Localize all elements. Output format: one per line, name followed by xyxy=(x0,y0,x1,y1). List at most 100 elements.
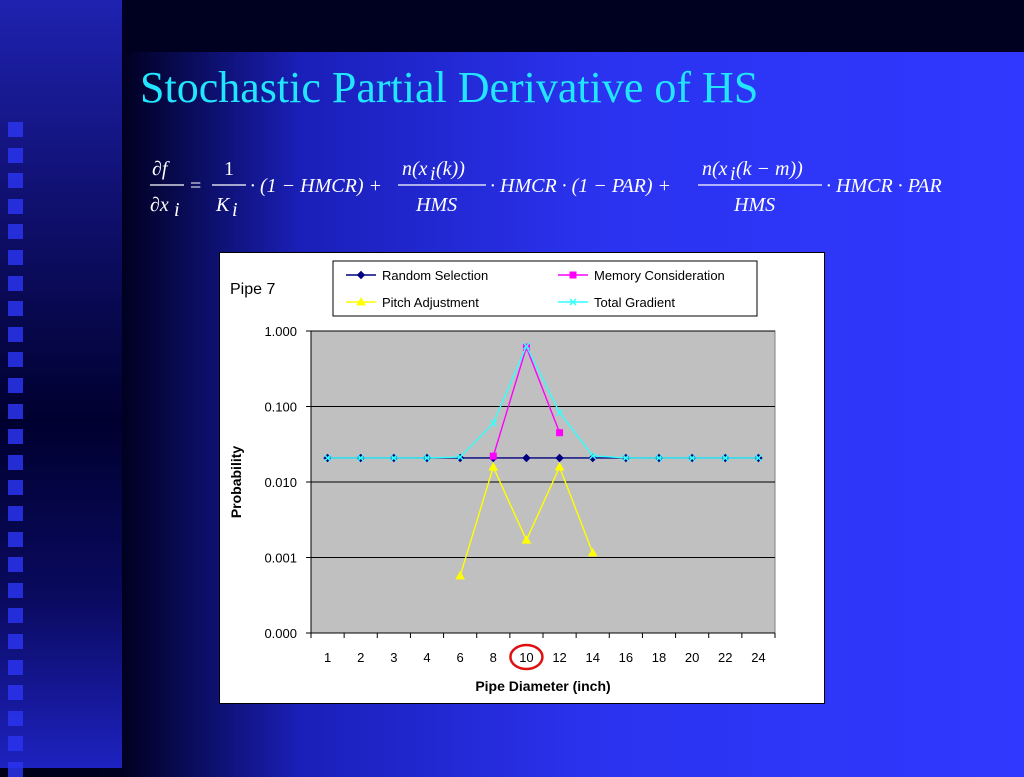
data-point-total-gradient xyxy=(589,452,597,460)
data-point-total-gradient xyxy=(456,453,464,461)
formula-t2-numerator-tail: (k)) xyxy=(436,158,465,180)
data-point-total-gradient xyxy=(489,419,497,427)
decor-square xyxy=(8,224,23,240)
formula-t1-factor: · (1 − HMCR) + xyxy=(250,175,382,197)
data-point-total-gradient xyxy=(556,409,564,417)
x-tick-label: 4 xyxy=(423,650,430,665)
legend-label: Total Gradient xyxy=(594,295,675,310)
decor-square xyxy=(8,531,23,547)
data-point-pitch-adjustment xyxy=(521,535,532,544)
decor-square xyxy=(8,198,23,214)
decor-square xyxy=(8,736,23,752)
decor-square xyxy=(8,634,23,649)
formula-t2-numerator: n(x xyxy=(402,158,428,180)
y-tick-label: 0.001 xyxy=(264,551,297,566)
decor-square xyxy=(8,608,23,624)
formula-t3-numerator-tail: (k − m)) xyxy=(736,158,803,180)
x-tick-label: 1 xyxy=(324,650,331,665)
decor-square xyxy=(8,762,23,777)
decor-square xyxy=(8,403,23,419)
formula-t3-subscript: i xyxy=(730,163,736,185)
data-point-total-gradient xyxy=(754,454,762,462)
x-tick-label: 12 xyxy=(552,650,566,665)
legend-marker-total-gradient xyxy=(569,298,577,306)
x-tick-label: 2 xyxy=(357,650,364,665)
data-point-random-selection xyxy=(522,453,531,463)
decor-square xyxy=(8,685,23,701)
formula-t3-denominator: HMS xyxy=(733,194,775,216)
decor-square xyxy=(8,582,23,598)
x-tick-label: 10 xyxy=(519,650,533,665)
formula-t2-factor: · HMCR · (1 − PAR) + xyxy=(490,175,671,197)
x-tick-label: 6 xyxy=(457,650,464,665)
x-tick-label: 14 xyxy=(585,650,599,665)
legend-label: Random Selection xyxy=(382,268,488,283)
slide-title: Stochastic Partial Derivative of HS xyxy=(140,63,759,112)
legend-marker-pitch-adjustment xyxy=(356,296,366,306)
x-tick-label: 18 xyxy=(652,650,666,665)
formula-t2-denominator: HMS xyxy=(415,194,457,216)
data-point-pitch-adjustment xyxy=(554,461,565,471)
y-tick-label: 1.000 xyxy=(264,324,297,339)
data-point-pitch-adjustment xyxy=(455,570,466,580)
data-point-total-gradient xyxy=(522,342,530,350)
legend-marker-random-selection xyxy=(356,270,366,280)
legend-label: Pitch Adjustment xyxy=(382,295,479,310)
formula-t3-numerator: n(x xyxy=(702,158,728,180)
decor-square xyxy=(8,710,23,726)
formula-lhs-denominator: ∂x xyxy=(150,194,169,216)
x-axis-title: Pipe Diameter (inch) xyxy=(475,678,610,694)
decor-square xyxy=(8,454,23,470)
decor-square xyxy=(8,301,23,317)
y-tick-label: 0.100 xyxy=(264,400,297,415)
data-point-total-gradient xyxy=(324,454,332,462)
decor-square xyxy=(8,429,23,445)
decor-square xyxy=(8,147,23,163)
data-point-pitch-adjustment xyxy=(488,461,499,471)
decor-square xyxy=(8,506,23,521)
formula-t1-subscript: i xyxy=(232,199,238,221)
x-tick-label: 16 xyxy=(619,650,633,665)
data-point-total-gradient xyxy=(357,454,365,462)
chart-title: Pipe 7 xyxy=(230,281,275,298)
top-decor-band xyxy=(122,0,1024,52)
x-tick-label: 24 xyxy=(751,650,765,665)
series-line-total-gradient xyxy=(327,344,759,459)
formula-t1-denominator: K xyxy=(215,194,231,216)
data-point-total-gradient xyxy=(390,454,398,462)
highlight-circle xyxy=(509,643,544,671)
data-point-memory-consideration xyxy=(489,452,497,460)
data-point-random-selection xyxy=(555,453,564,463)
decor-square xyxy=(8,250,23,265)
decor-square xyxy=(8,480,23,496)
y-tick-label: 0.010 xyxy=(264,475,297,490)
chart-container: 1.000 0.100 0.010 0.001 0.000 1 2 3 4 6 8 10 12 14 16 1… xyxy=(219,252,825,704)
data-point-total-gradient xyxy=(655,454,663,462)
formula-t2-subscript: i xyxy=(430,163,436,185)
data-point-total-gradient xyxy=(688,454,696,462)
data-point-total-gradient xyxy=(721,454,729,462)
legend-label: Memory Consideration xyxy=(594,268,725,283)
formula-lhs-subscript: i xyxy=(174,199,180,221)
x-tick-label: 20 xyxy=(685,650,699,665)
data-point-total-gradient xyxy=(423,454,431,462)
data-point-memory-consideration xyxy=(556,429,564,437)
decor-square xyxy=(8,352,23,368)
decor-square xyxy=(8,378,23,393)
x-tick-label: 8 xyxy=(490,650,497,665)
data-point-pitch-adjustment xyxy=(587,547,598,557)
formula-t1-numerator: 1 xyxy=(224,158,234,180)
formula-t3-factor: · HMCR · PAR xyxy=(826,175,942,197)
legend-box xyxy=(332,260,758,317)
formula: ∂f ∂x i = 1 K i · (1 − HMCR) + n(x i (k)… xyxy=(150,158,942,221)
decor-square xyxy=(8,173,23,189)
decor-square xyxy=(8,275,23,291)
y-axis-title: Probability xyxy=(228,446,244,519)
formula-lhs-numerator: ∂f xyxy=(152,158,170,180)
decor-square xyxy=(8,557,23,573)
x-tick-label: 22 xyxy=(718,650,732,665)
data-point-total-gradient xyxy=(622,454,630,462)
decor-square xyxy=(8,122,23,137)
y-tick-label: 0.000 xyxy=(264,626,297,641)
